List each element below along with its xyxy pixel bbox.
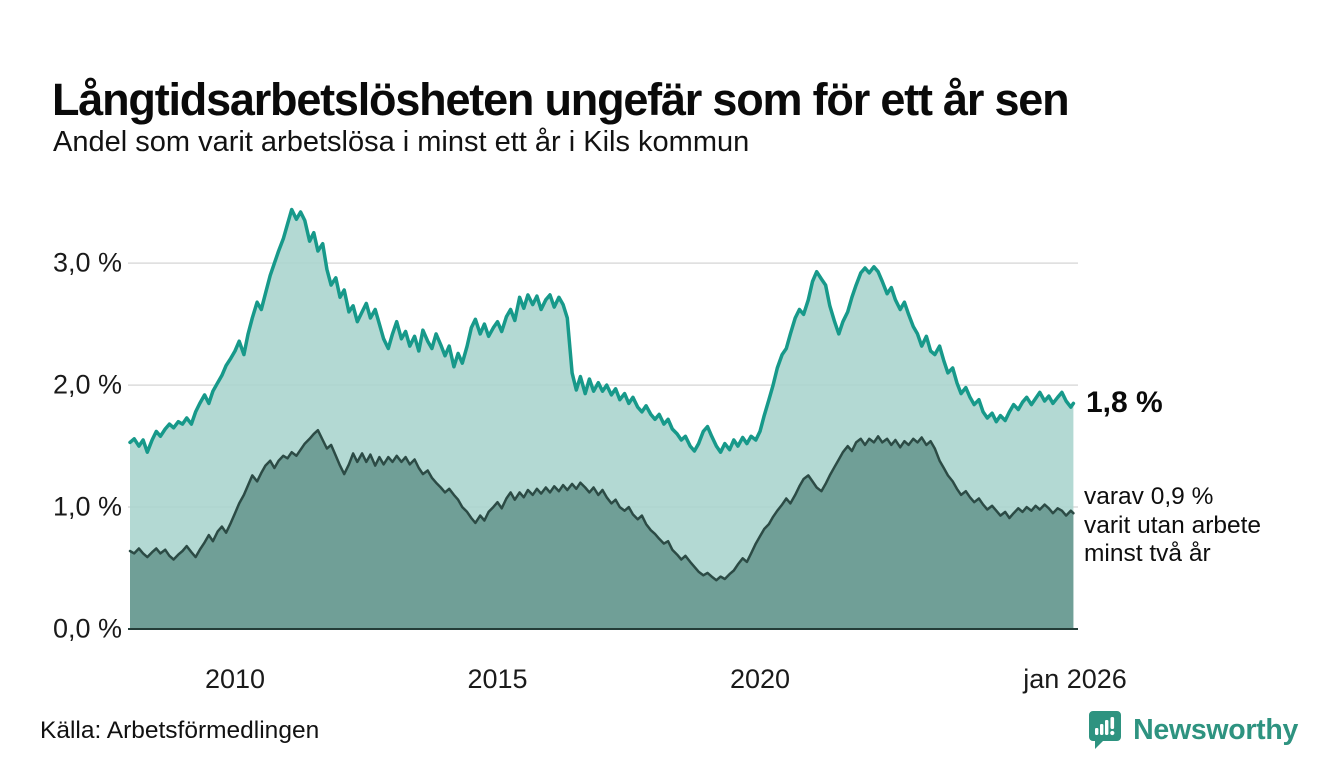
x-axis-tick-2010: 2010 (204, 664, 266, 694)
chart-subtitle: Andel som varit arbetslösa i minst ett å… (53, 126, 750, 158)
secondary-value-label: varav 0,9 % varit utan arbete minst två … (1084, 483, 1261, 569)
source-note: Källa: Arbetsförmedlingen (40, 717, 320, 744)
y-axis-tick-2: 1,0 % (52, 491, 122, 522)
x-axis-tick-2020: 2020 (729, 664, 791, 694)
newsworthy-logo-icon (1089, 711, 1122, 749)
newsworthy-brand: Newsworthy (1088, 710, 1298, 750)
latest-value-label: 1,8 % (1086, 386, 1163, 420)
y-axis-tick-3: 0,0 % (52, 613, 122, 644)
newsworthy-logo-text: Newsworthy (1133, 713, 1298, 746)
secondary-value-line3: minst två år (1084, 540, 1211, 568)
x-axis-tick-2015: 2015 (467, 664, 528, 694)
y-axis-tick-1: 2,0 % (52, 369, 122, 400)
x-axis-tick-jan-2026: jan 2026 (1023, 664, 1127, 694)
y-axis-tick-0: 3,0 % (52, 247, 122, 278)
secondary-value-line1: varav 0,9 % (1084, 483, 1214, 511)
chart-title: Långtidsarbetslösheten ungefär som för e… (52, 74, 1070, 126)
secondary-value-line2: varit utan arbete (1084, 511, 1262, 539)
